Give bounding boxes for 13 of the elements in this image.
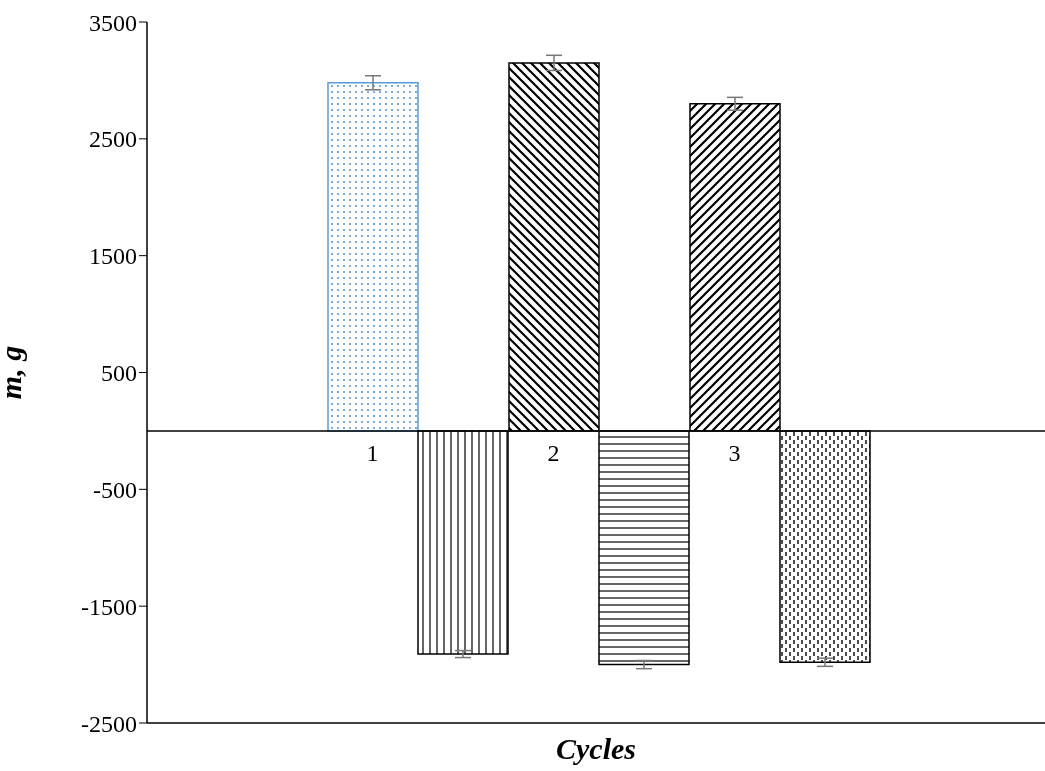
y-tick-label: -1500 (81, 593, 137, 620)
x-tick-label: 3 (728, 439, 741, 466)
bar (327, 82, 419, 432)
y-tick-label: 1500 (89, 243, 137, 270)
y-tick-label: 2500 (89, 126, 137, 153)
y-axis-title: m, g (0, 345, 27, 400)
x-tick-label: 1 (366, 439, 379, 466)
x-tick-label: 2 (547, 439, 560, 466)
x-axis-title: Cycles (556, 732, 636, 765)
y-tick-label: -500 (93, 476, 137, 503)
y-tick-label: 500 (101, 360, 137, 387)
y-tick-label: 3500 (89, 9, 137, 36)
y-tick-label: -2500 (81, 710, 137, 737)
